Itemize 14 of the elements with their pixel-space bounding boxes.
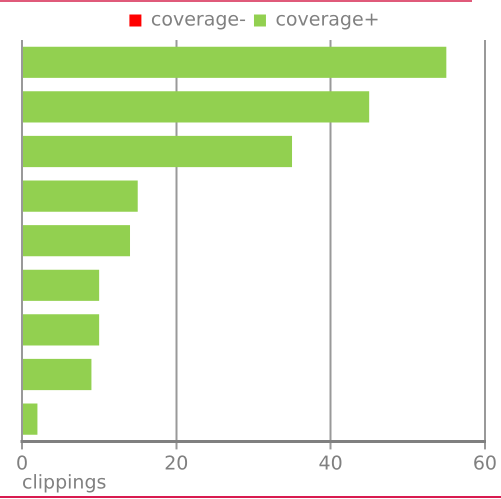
bar <box>23 270 100 301</box>
bar <box>23 314 100 346</box>
legend-label: coverage+ <box>275 8 380 30</box>
bar <box>23 136 292 168</box>
bar <box>23 403 38 435</box>
x-tick-label: 40 <box>318 452 343 475</box>
x-tick-label: 60 <box>472 452 498 475</box>
bar <box>23 358 92 390</box>
bar <box>23 225 130 256</box>
bar <box>23 91 370 123</box>
bar <box>23 46 446 78</box>
bar <box>23 180 138 212</box>
x-tick-label: 20 <box>164 452 188 475</box>
legend-label: coverage- <box>150 8 246 30</box>
